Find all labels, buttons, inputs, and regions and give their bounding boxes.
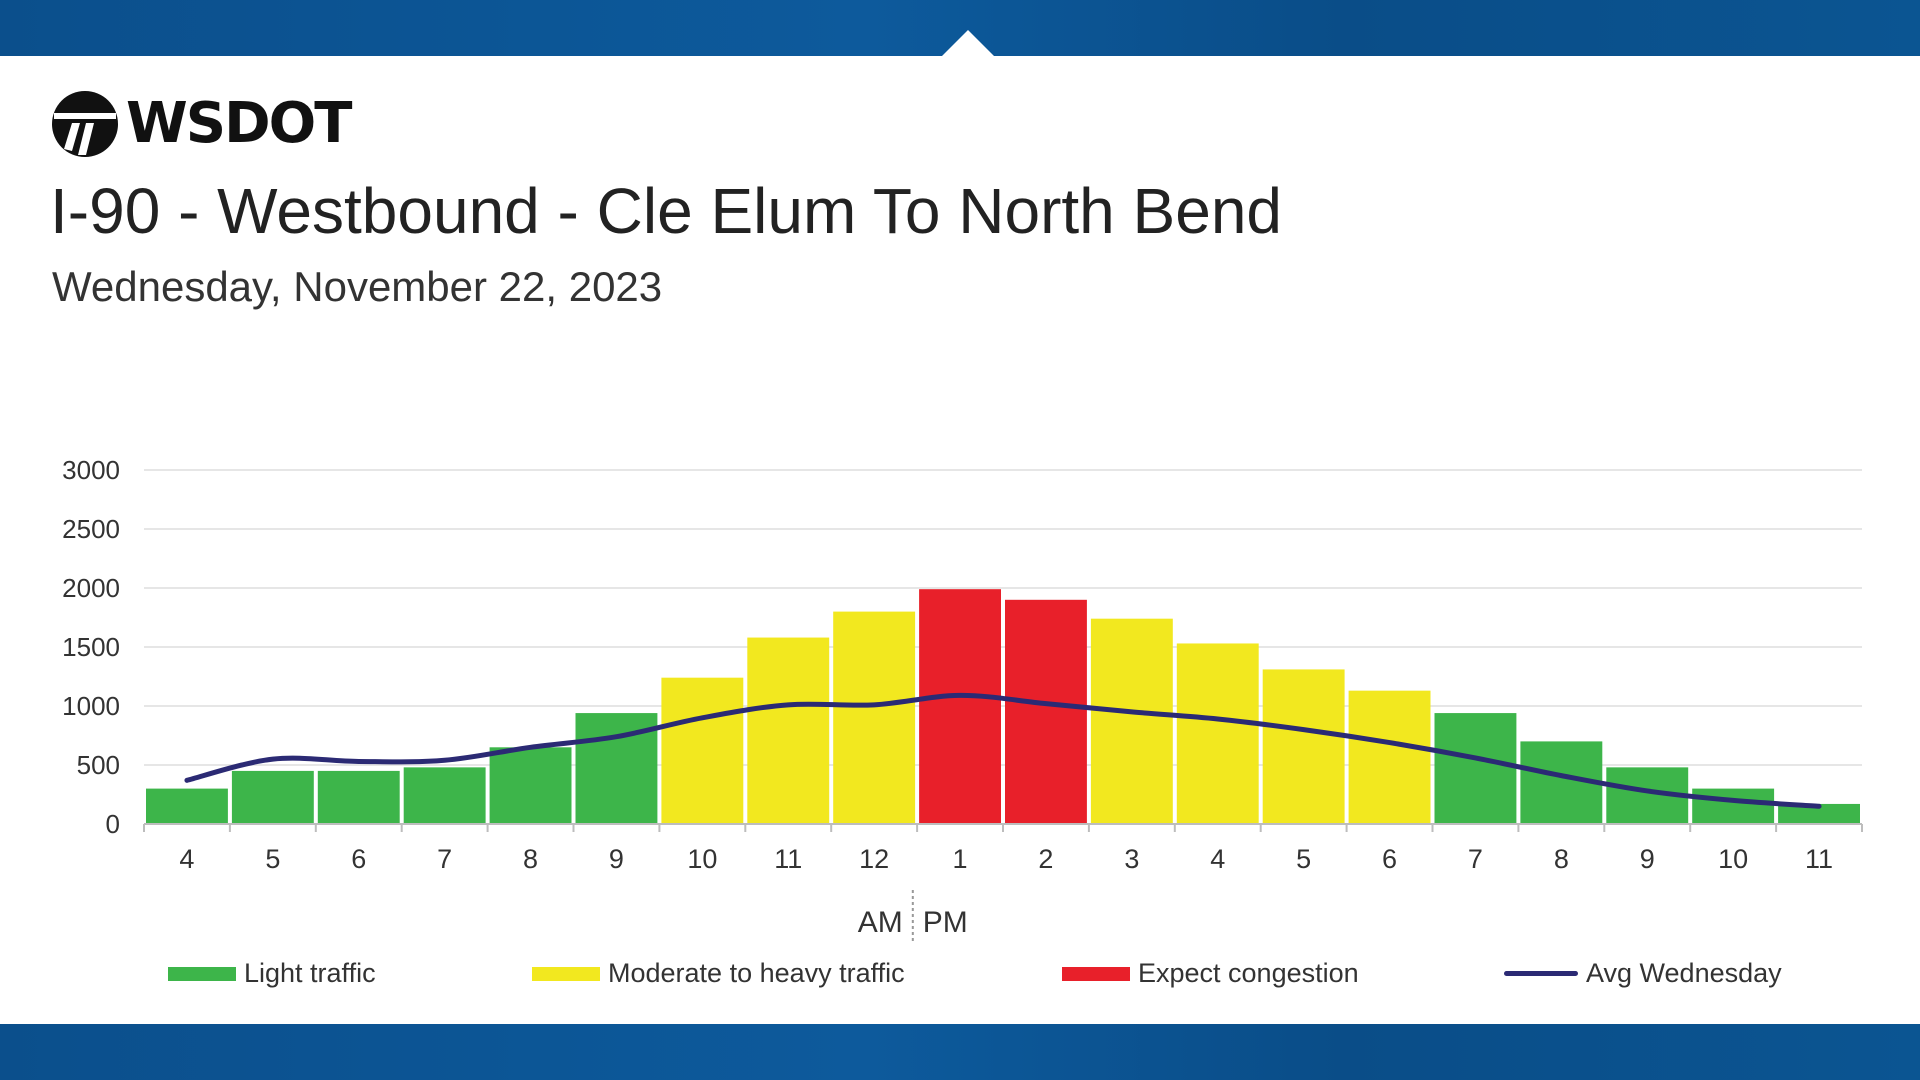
legend-moderate-label: Moderate to heavy traffic — [608, 958, 905, 988]
x-tick-label: 10 — [1718, 844, 1748, 874]
bar — [661, 677, 744, 824]
banner-notch — [942, 30, 994, 56]
bar — [231, 770, 314, 824]
logo-text: WSDOT — [126, 91, 352, 156]
wsdot-emblem-icon — [52, 91, 118, 157]
bottom-banner — [0, 1024, 1920, 1080]
bar — [1176, 643, 1259, 824]
x-tick-label: 8 — [1554, 844, 1569, 874]
x-tick-label: 1 — [953, 844, 968, 874]
bar — [833, 611, 916, 824]
legend-light-label: Light traffic — [244, 958, 376, 988]
x-tick-label: 9 — [1640, 844, 1655, 874]
bar — [1778, 803, 1860, 824]
am-label: AM — [858, 906, 903, 939]
y-tick-label: 1500 — [62, 632, 120, 662]
avg-wednesday-line — [184, 692, 1822, 809]
y-tick-label: 2500 — [62, 514, 120, 544]
y-tick-label: 2000 — [62, 573, 120, 603]
x-tick-label: 10 — [687, 844, 717, 874]
legend-light: Light traffic — [168, 958, 376, 989]
page-subtitle: Wednesday, November 22, 2023 — [52, 263, 663, 310]
chart-legend: Light traffic Moderate to heavy traffic … — [0, 958, 1920, 998]
x-tick-label: 7 — [437, 844, 452, 874]
x-tick-label: 3 — [1124, 844, 1139, 874]
bar — [1005, 599, 1087, 824]
x-tick-label: 2 — [1038, 844, 1053, 874]
bar — [1348, 690, 1431, 824]
x-tick-label: 6 — [351, 844, 366, 874]
page-title: I-90 - Westbound - Cle Elum To North Ben… — [50, 175, 1282, 247]
pm-label: PM — [923, 906, 968, 939]
bar — [146, 788, 228, 824]
bar — [1434, 713, 1517, 824]
legend-light-swatch — [168, 966, 236, 981]
x-tick-label: 11 — [1805, 844, 1833, 874]
x-tick-label: 7 — [1468, 844, 1483, 874]
x-tick-label: 6 — [1382, 844, 1397, 874]
legend-moderate-swatch — [532, 966, 600, 981]
legend-avg-swatch — [1504, 971, 1578, 976]
x-tick-label: 4 — [179, 844, 194, 874]
legend-avg-label: Avg Wednesday — [1586, 958, 1782, 988]
y-tick-label: 0 — [106, 809, 120, 839]
x-tick-label: 8 — [523, 844, 538, 874]
x-tick-label: 4 — [1210, 844, 1225, 874]
legend-congestion: Expect congestion — [1062, 958, 1359, 989]
bar — [919, 589, 1001, 824]
bar — [1262, 669, 1345, 824]
bar — [317, 770, 400, 824]
bar — [403, 767, 486, 824]
bar — [1692, 788, 1775, 824]
bar — [1090, 618, 1173, 824]
x-tick-label: 12 — [859, 844, 889, 874]
y-tick-label: 1000 — [62, 691, 120, 721]
legend-avg: Avg Wednesday — [1504, 958, 1782, 989]
x-tick-label: 5 — [265, 844, 280, 874]
y-tick-label: 500 — [77, 750, 120, 780]
legend-congestion-label: Expect congestion — [1138, 958, 1359, 988]
x-tick-label: 5 — [1296, 844, 1311, 874]
wsdot-logo: WSDOT — [50, 88, 352, 160]
x-tick-label: 11 — [774, 844, 802, 874]
bar — [747, 637, 830, 824]
top-banner — [0, 0, 1920, 56]
bar — [489, 747, 572, 824]
x-tick-label: 9 — [609, 844, 624, 874]
legend-moderate: Moderate to heavy traffic — [532, 958, 905, 989]
y-tick-label: 3000 — [62, 455, 120, 485]
legend-congestion-swatch — [1062, 966, 1130, 981]
